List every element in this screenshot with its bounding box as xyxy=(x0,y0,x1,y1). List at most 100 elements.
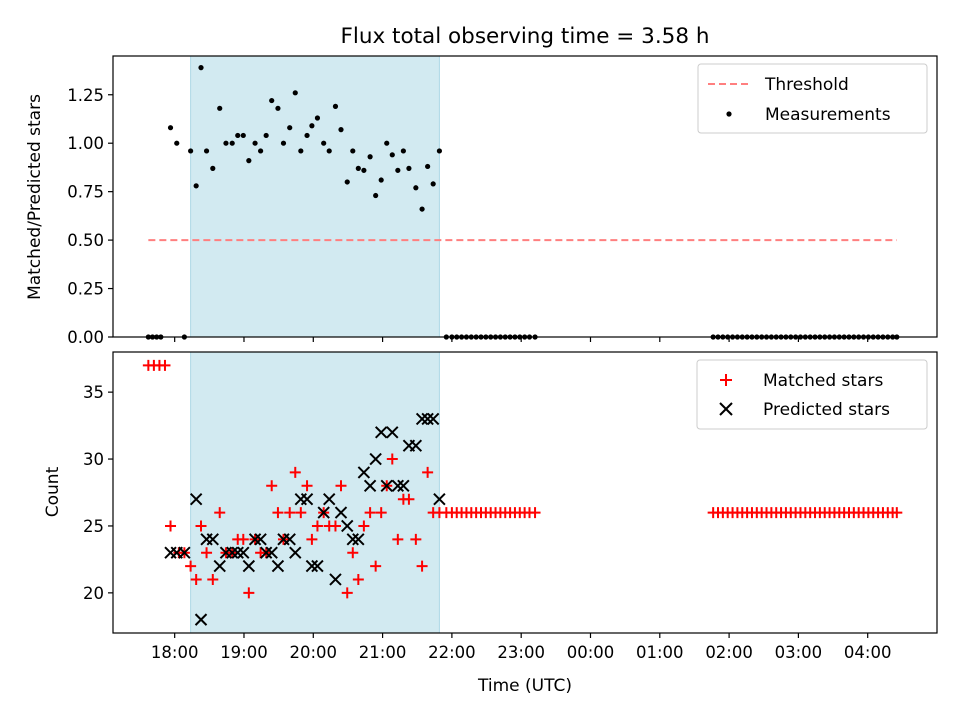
x-tick-label: 20:00 xyxy=(290,643,338,662)
matched-star-marker xyxy=(341,587,353,599)
top-legend-box xyxy=(697,63,928,134)
measurement-point xyxy=(389,152,395,158)
predicted-legend-label: Predicted stars xyxy=(763,400,890,420)
predicted-star-marker xyxy=(386,426,399,439)
bottom-y-tick-label: 25 xyxy=(83,517,104,536)
matched-star-marker xyxy=(364,507,376,519)
top-y-axis-label: Matched/Predicted stars xyxy=(25,94,45,300)
measurement-point xyxy=(413,185,419,191)
bottom-legend-box xyxy=(696,359,928,430)
measurement-point xyxy=(400,148,406,154)
measurement-point xyxy=(321,140,327,146)
top-axes-frame xyxy=(112,55,938,338)
bottom-y-tick-label: 30 xyxy=(83,450,104,469)
matched-star-marker xyxy=(410,533,422,545)
measurement-point xyxy=(298,148,304,154)
matched-star-marker xyxy=(375,507,387,519)
measurement-point xyxy=(269,97,275,104)
matched-star-marker xyxy=(190,573,202,585)
predicted-star-marker xyxy=(194,613,208,626)
top-y-tick-label: 0.00 xyxy=(67,328,104,347)
measurement-point xyxy=(210,165,216,171)
bottom-axes-frame xyxy=(112,351,938,634)
predicted-star-marker xyxy=(254,533,267,546)
predicted-star-marker xyxy=(271,559,285,573)
measurement-point xyxy=(425,163,431,170)
predicted-star-marker xyxy=(369,452,382,466)
x-tick-label: 21:00 xyxy=(359,643,407,662)
predicted-star-marker xyxy=(421,412,434,426)
predicted-star-marker xyxy=(415,412,429,426)
predicted-star-marker xyxy=(259,546,273,559)
top-y-tick-label: 0.25 xyxy=(67,280,104,299)
measurement-point xyxy=(395,167,401,173)
predicted-star-marker xyxy=(391,479,405,493)
predicted-star-marker xyxy=(283,533,296,546)
measurement-point xyxy=(252,140,258,146)
x-tick-label: 03:00 xyxy=(775,643,823,662)
measurement-point xyxy=(203,148,210,154)
predicted-star-marker xyxy=(231,546,244,559)
top-shade-rect xyxy=(190,55,440,338)
matched-star-marker xyxy=(358,520,370,532)
matched-star-marker xyxy=(295,507,307,519)
measurement-point xyxy=(246,158,252,164)
measurement-point xyxy=(378,177,384,183)
matched-star-marker xyxy=(207,573,219,585)
predicted-star-marker xyxy=(311,559,324,573)
measurement-point xyxy=(314,115,321,121)
matched-star-marker xyxy=(370,560,382,572)
top-y-tick-label: 1.25 xyxy=(67,86,104,105)
measurement-point xyxy=(287,125,293,131)
matched-star-marker xyxy=(347,547,359,559)
predicted-star-marker xyxy=(289,546,302,559)
matched-star-marker xyxy=(237,533,249,545)
predicted-star-marker xyxy=(237,546,250,559)
matched-star-marker xyxy=(185,560,197,572)
threshold-legend-label: Threshold xyxy=(764,75,849,95)
matched-star-marker xyxy=(195,520,207,532)
predicted-star-marker xyxy=(300,492,314,506)
predicted-star-marker xyxy=(433,492,446,506)
measurement-point xyxy=(167,125,174,131)
bottom-x-ticks: 18:00 19:00 20:00 21:00 22:00 23:00 00:00 01:00… xyxy=(151,633,891,662)
measurement-point xyxy=(355,165,361,171)
matched-star-marker xyxy=(165,520,177,532)
measurement-point xyxy=(198,65,204,71)
predicted-star-marker xyxy=(334,506,348,519)
predicted-star-marker xyxy=(426,412,440,426)
x-tick-label: 02:00 xyxy=(705,643,753,662)
predicted-star-marker xyxy=(265,546,278,559)
measurement-point xyxy=(406,165,412,171)
measurements-legend-marker xyxy=(726,111,732,117)
predicted-star-marker xyxy=(363,479,377,493)
matched-star-marker xyxy=(891,507,903,519)
measurement-point xyxy=(217,105,223,111)
predicted-star-marker xyxy=(346,533,359,546)
predicted-star-marker xyxy=(352,533,365,546)
measurement-point xyxy=(373,192,379,199)
matched-star-marker xyxy=(159,359,171,371)
top-y-tick-label: 1.00 xyxy=(67,134,104,153)
predicted-legend-marker xyxy=(719,402,733,416)
predicted-star-marker xyxy=(242,559,256,573)
x-tick-label: 19:00 xyxy=(220,643,268,662)
measurement-point xyxy=(188,148,194,154)
predicted-star-marker xyxy=(380,479,393,493)
matched-star-marker xyxy=(201,547,213,559)
top-shaded-span xyxy=(190,55,440,338)
measurement-point xyxy=(332,103,339,109)
matched-star-marker xyxy=(301,480,313,492)
measurement-point xyxy=(174,140,180,146)
measurement-point xyxy=(258,148,264,154)
matched-legend-marker xyxy=(720,374,732,386)
bottom-y-axis-label: Count xyxy=(43,466,63,517)
x-tick-label: 18:00 xyxy=(151,643,199,662)
matched-star-marker xyxy=(422,466,434,478)
matched-star-marker xyxy=(416,560,428,572)
measurement-point xyxy=(338,127,344,133)
predicted-star-marker xyxy=(189,492,203,506)
matched-star-marker xyxy=(529,507,541,519)
bottom-shade-rect xyxy=(190,351,440,634)
